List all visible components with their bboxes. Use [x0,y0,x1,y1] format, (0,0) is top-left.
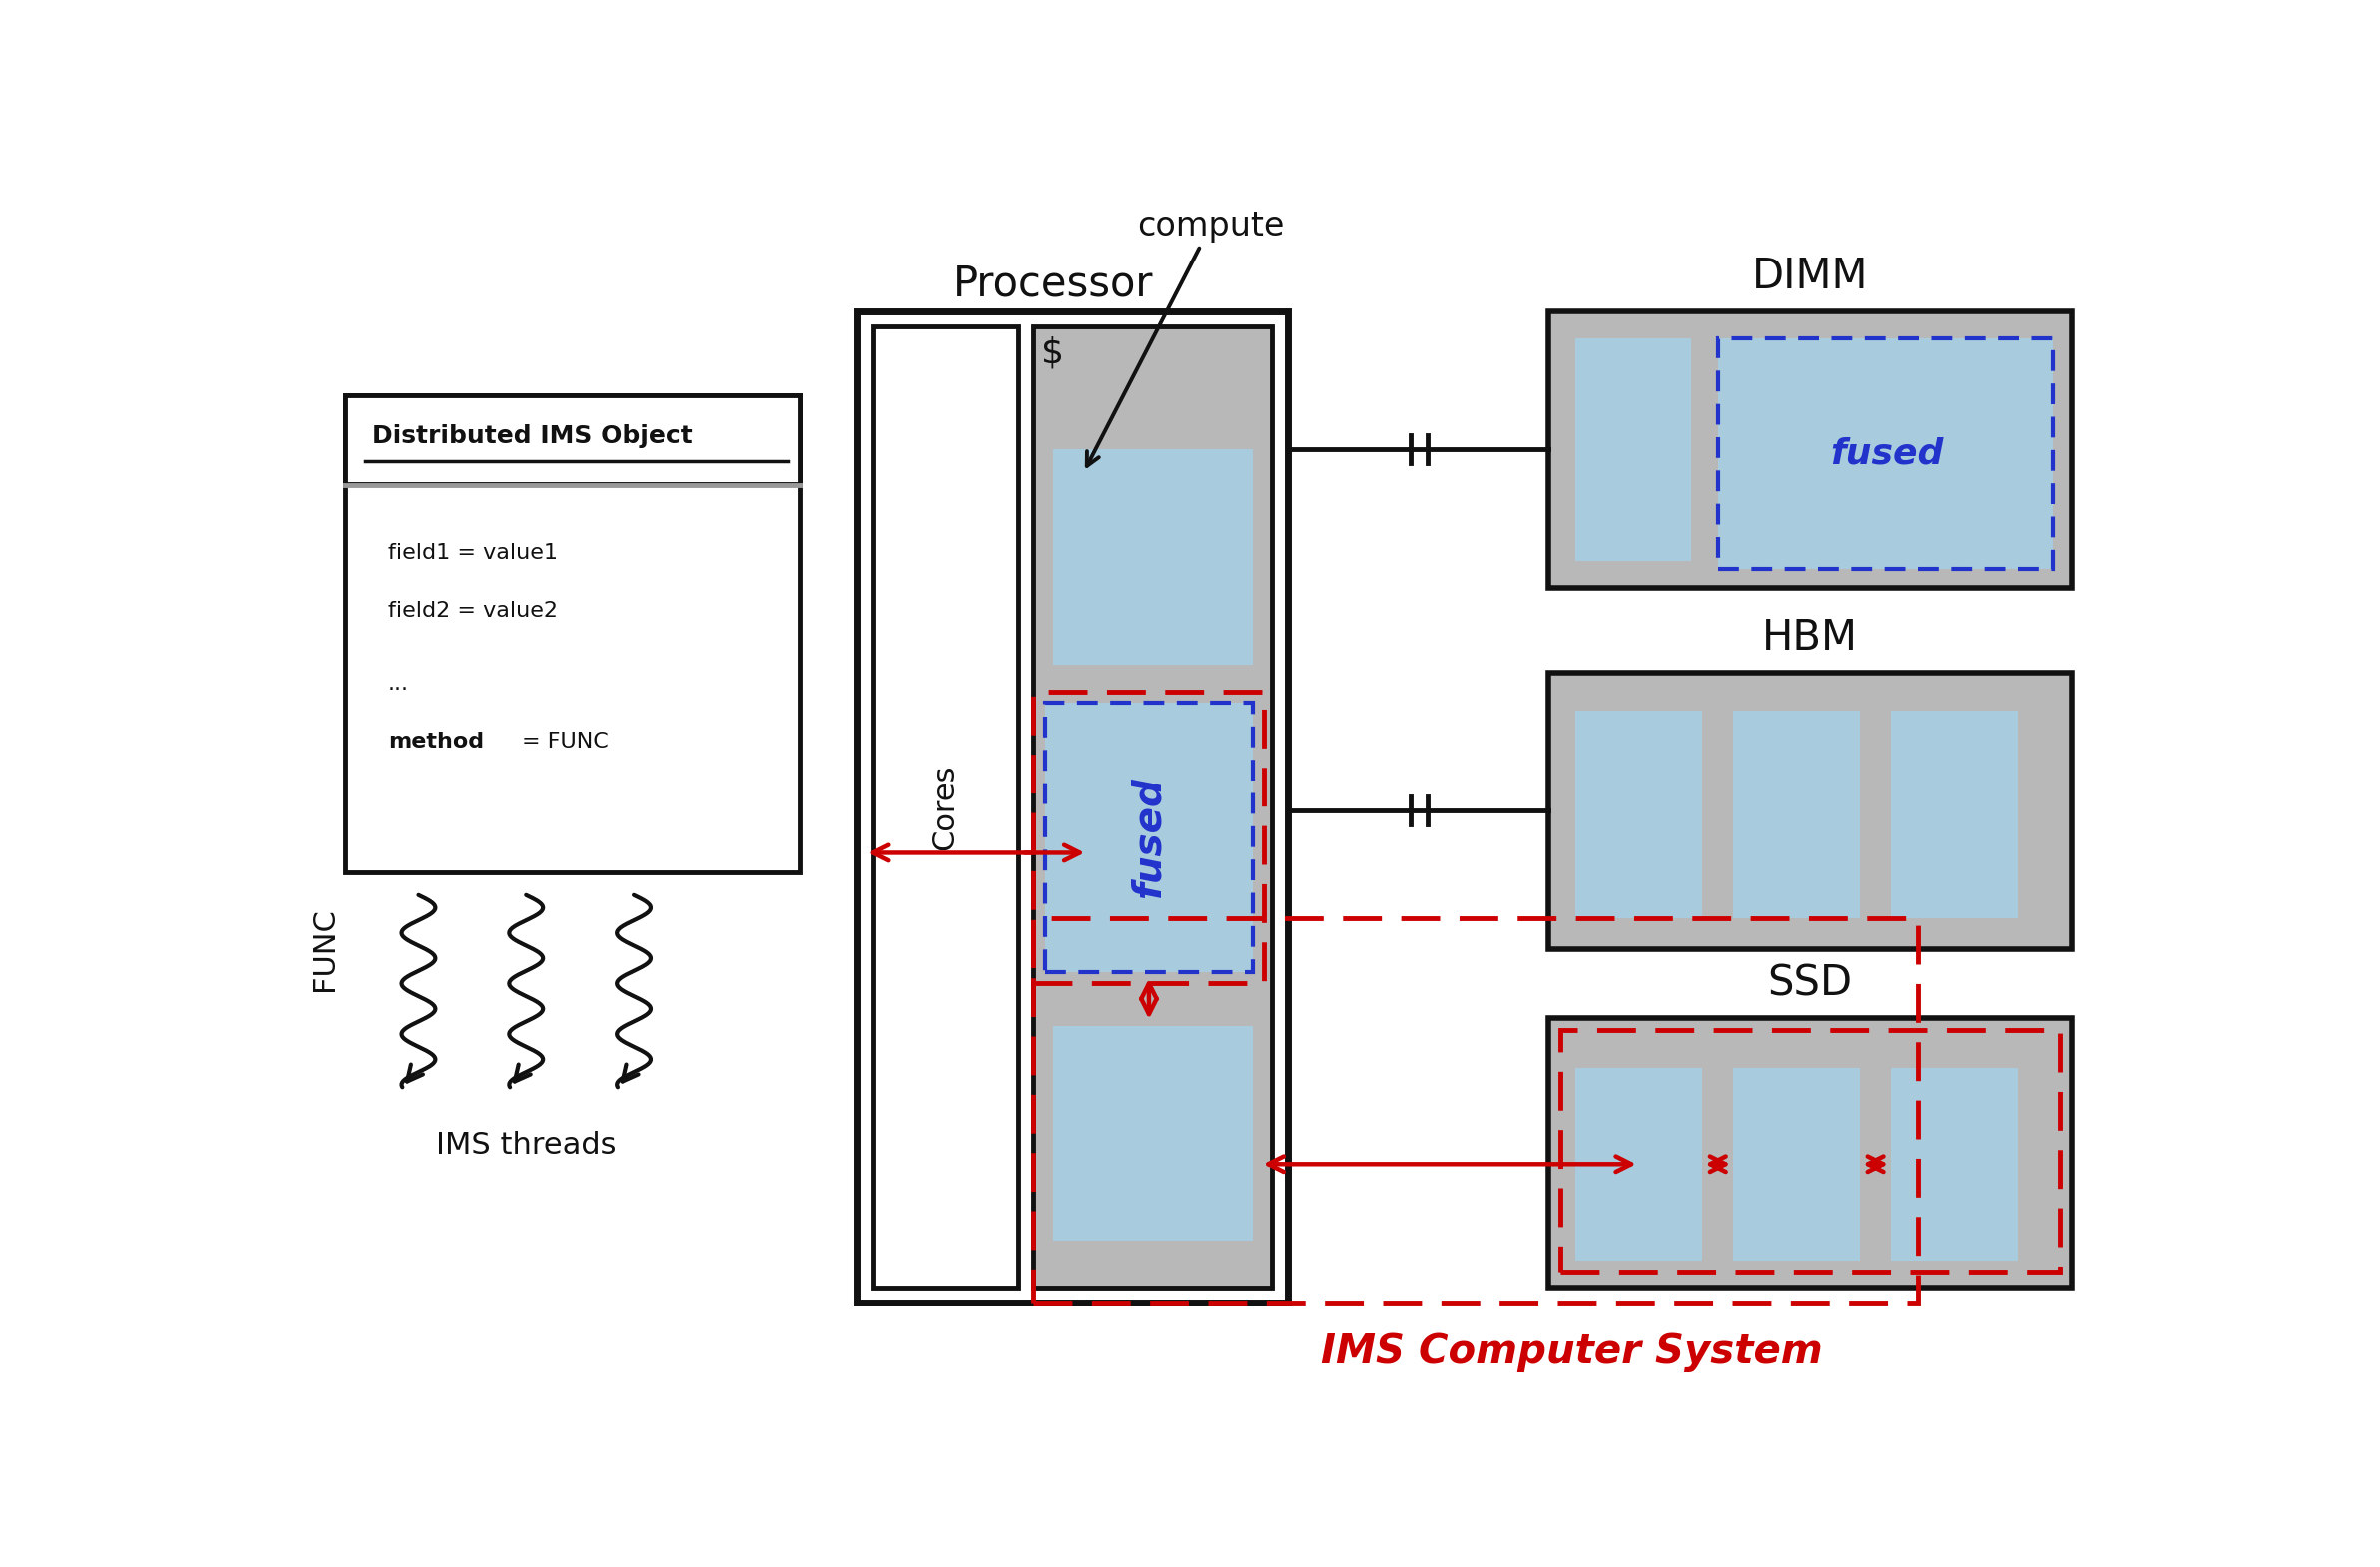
Bar [345,395,800,484]
Bar [857,310,1288,1302]
Bar [1733,711,1861,918]
Bar [1561,1030,2061,1272]
Text: = FUNC: = FUNC [524,732,609,751]
Text: field2 = value2: field2 = value2 [388,600,557,621]
Text: HBM: HBM [1761,617,1859,658]
Bar [1033,326,1271,1287]
Text: DIMM: DIMM [1752,255,1868,298]
Text: fused: fused [1830,436,1944,470]
Bar [1549,1019,2071,1287]
Bar [1549,310,2071,588]
Text: compute: compute [1088,210,1285,465]
Bar [1052,1026,1252,1241]
Text: method: method [388,732,483,751]
Text: Processor: Processor [952,263,1152,306]
Text: ...: ... [388,674,409,694]
Bar [1033,918,1918,1302]
Bar [1033,691,1264,984]
Text: IMS threads: IMS threads [436,1130,616,1160]
Text: field1 = value1: field1 = value1 [388,544,557,563]
Text: IMS Computer System: IMS Computer System [1321,1332,1823,1373]
Bar [1890,711,2018,918]
Bar [1718,338,2052,569]
Bar [1890,1069,2018,1260]
Text: Distributed IMS Object: Distributed IMS Object [374,425,693,448]
Bar [1733,1069,1861,1260]
Bar [873,326,1019,1287]
Text: $: $ [1042,337,1064,370]
Text: Cores: Cores [931,763,959,849]
Bar [1576,711,1702,918]
Bar [1576,338,1690,561]
Text: FUNC: FUNC [309,907,340,990]
Bar [345,395,800,871]
Bar [1052,450,1252,664]
Bar [1576,1069,1702,1260]
Text: fused: fused [1130,777,1169,898]
Bar [1045,704,1252,972]
Text: SSD: SSD [1768,962,1852,1004]
Bar [1549,672,2071,950]
